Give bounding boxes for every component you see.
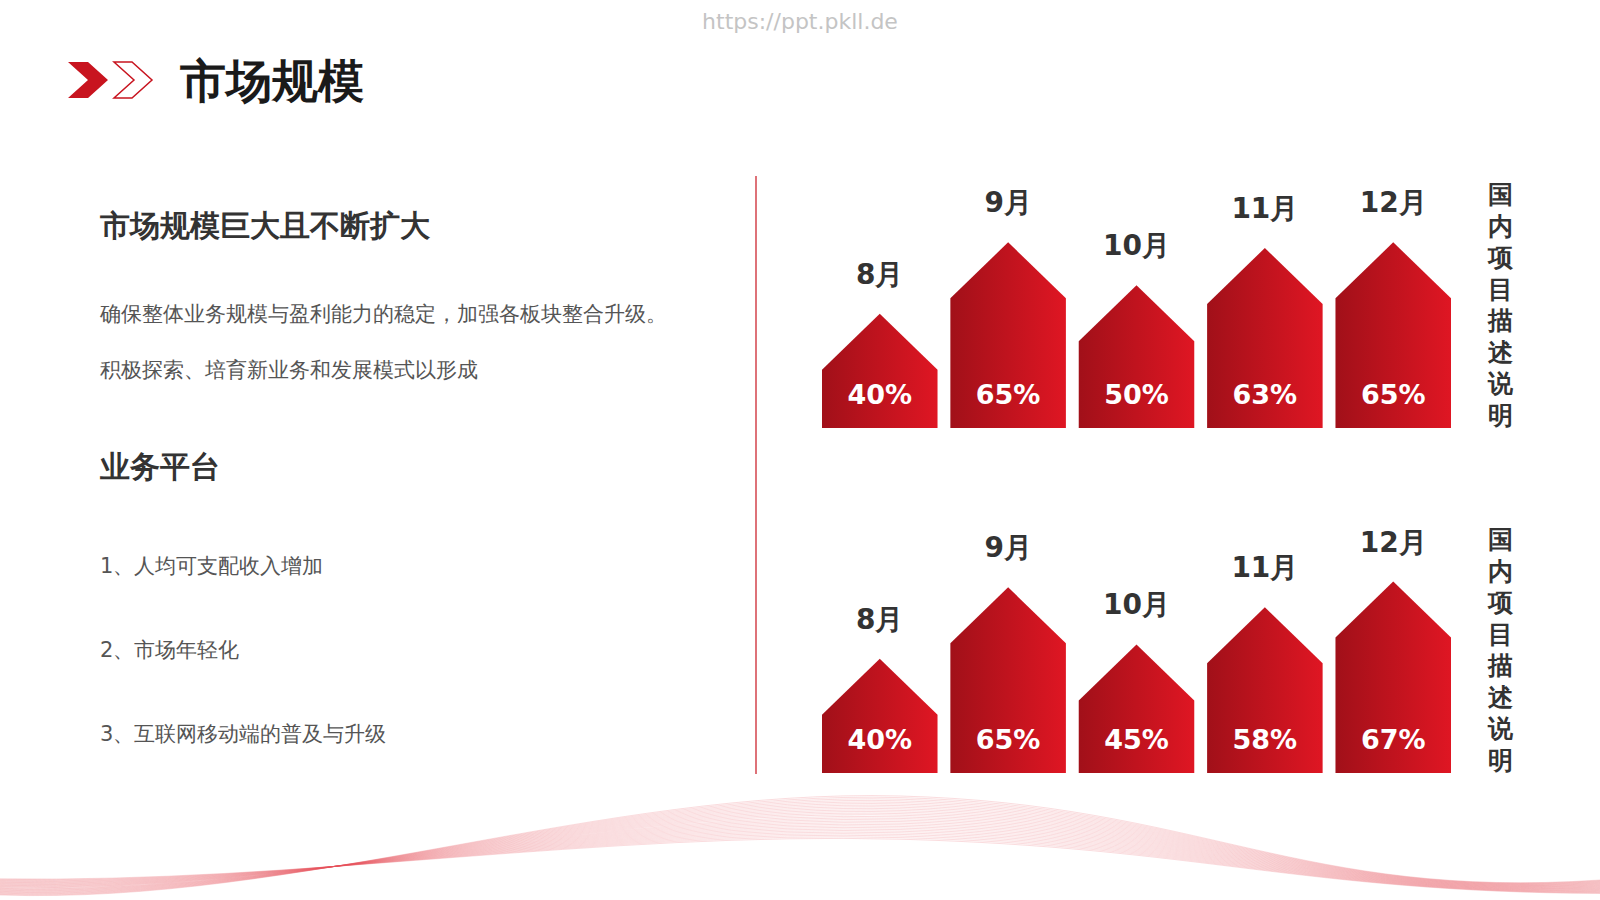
category-label: 9月: [984, 186, 1031, 219]
data-label: 45%: [1104, 724, 1169, 755]
labels: 8月 40% 9月 65% 10月 45% 11月 58% 12月 67%: [847, 526, 1426, 755]
data-label: 67%: [1361, 724, 1426, 755]
data-label: 50%: [1104, 379, 1169, 410]
data-label: 58%: [1233, 724, 1298, 755]
bar: [1335, 582, 1451, 773]
category-label: 10月: [1103, 229, 1170, 262]
wave-line: [0, 796, 1600, 896]
data-label: 65%: [976, 724, 1041, 755]
category-label: 8月: [856, 258, 903, 291]
chevron-solid: [68, 62, 108, 98]
labels: 8月 40% 9月 65% 10月 50% 11月 63% 12月 65%: [847, 186, 1426, 410]
wave-line: [0, 799, 1600, 895]
category-label: 9月: [984, 531, 1031, 564]
chart: 8月 40% 9月 65% 10月 50% 11月 63% 12月 65% 国内项目描述说明: [822, 180, 1514, 430]
chart: 8月 40% 9月 65% 10月 45% 11月 58% 12月 67% 国内项目描述说明: [822, 525, 1514, 775]
wave-line: [0, 835, 1600, 892]
divider: [755, 176, 756, 774]
wave-line: [0, 832, 1600, 891]
chart-title: 国内项目描述说明: [1487, 525, 1514, 775]
data-label: 40%: [847, 379, 912, 410]
wave-line: [0, 831, 1600, 892]
wave-decoration: [0, 796, 1600, 896]
category-label: 12月: [1360, 526, 1427, 559]
bar: [822, 659, 938, 773]
slide: https://ppt.pkll.de 市场规模市场规模巨大且不断扩大确保整体业务…: [0, 0, 1600, 900]
data-label: 40%: [847, 724, 912, 755]
subheading: 业务平台: [99, 449, 220, 484]
list-item: 3、互联网移动端的普及与升级: [100, 722, 386, 746]
data-label: 63%: [1233, 379, 1298, 410]
list-item: 2、市场年轻化: [100, 638, 239, 662]
bar: [1335, 242, 1451, 428]
wave-line: [0, 802, 1600, 893]
bars: [822, 242, 1451, 428]
wave-line: [0, 797, 1600, 895]
chart-title: 国内项目描述说明: [1487, 180, 1514, 430]
bar: [1079, 285, 1195, 428]
wave-line: [0, 800, 1600, 893]
wave-line: [0, 838, 1600, 893]
paragraph-line: 积极探索、培育新业务和发展模式以形成: [100, 358, 478, 382]
category-label: 10月: [1103, 588, 1170, 621]
bar: [822, 314, 938, 428]
bar: [950, 242, 1066, 428]
wave-line: [0, 834, 1600, 892]
list-item: 1、人均可支配收入增加: [100, 554, 323, 578]
wave-line: [0, 812, 1600, 890]
heading: 市场规模巨大且不断扩大: [99, 208, 431, 243]
wave-line: [0, 804, 1600, 893]
category-label: 12月: [1360, 186, 1427, 219]
category-label: 11月: [1231, 551, 1298, 584]
category-label: 8月: [856, 603, 903, 636]
wave-line: [0, 837, 1600, 893]
bar: [950, 587, 1066, 773]
bars: [822, 582, 1451, 773]
chevron-outline: [114, 62, 152, 98]
bar: [1207, 248, 1323, 428]
watermark: https://ppt.pkll.de: [702, 9, 898, 34]
wave-line: [0, 813, 1600, 889]
category-label: 11月: [1231, 192, 1298, 225]
slide-title: 市场规模: [180, 54, 364, 108]
wave-line: [0, 807, 1600, 892]
wave-line: [0, 810, 1600, 890]
bar: [1207, 607, 1323, 773]
wave-line: [0, 805, 1600, 892]
paragraph-line: 确保整体业务规模与盈利能力的稳定，加强各板块整合升级。: [99, 302, 667, 326]
data-label: 65%: [1361, 379, 1426, 410]
bar: [1079, 644, 1195, 773]
data-label: 65%: [976, 379, 1041, 410]
wave-line: [0, 808, 1600, 890]
